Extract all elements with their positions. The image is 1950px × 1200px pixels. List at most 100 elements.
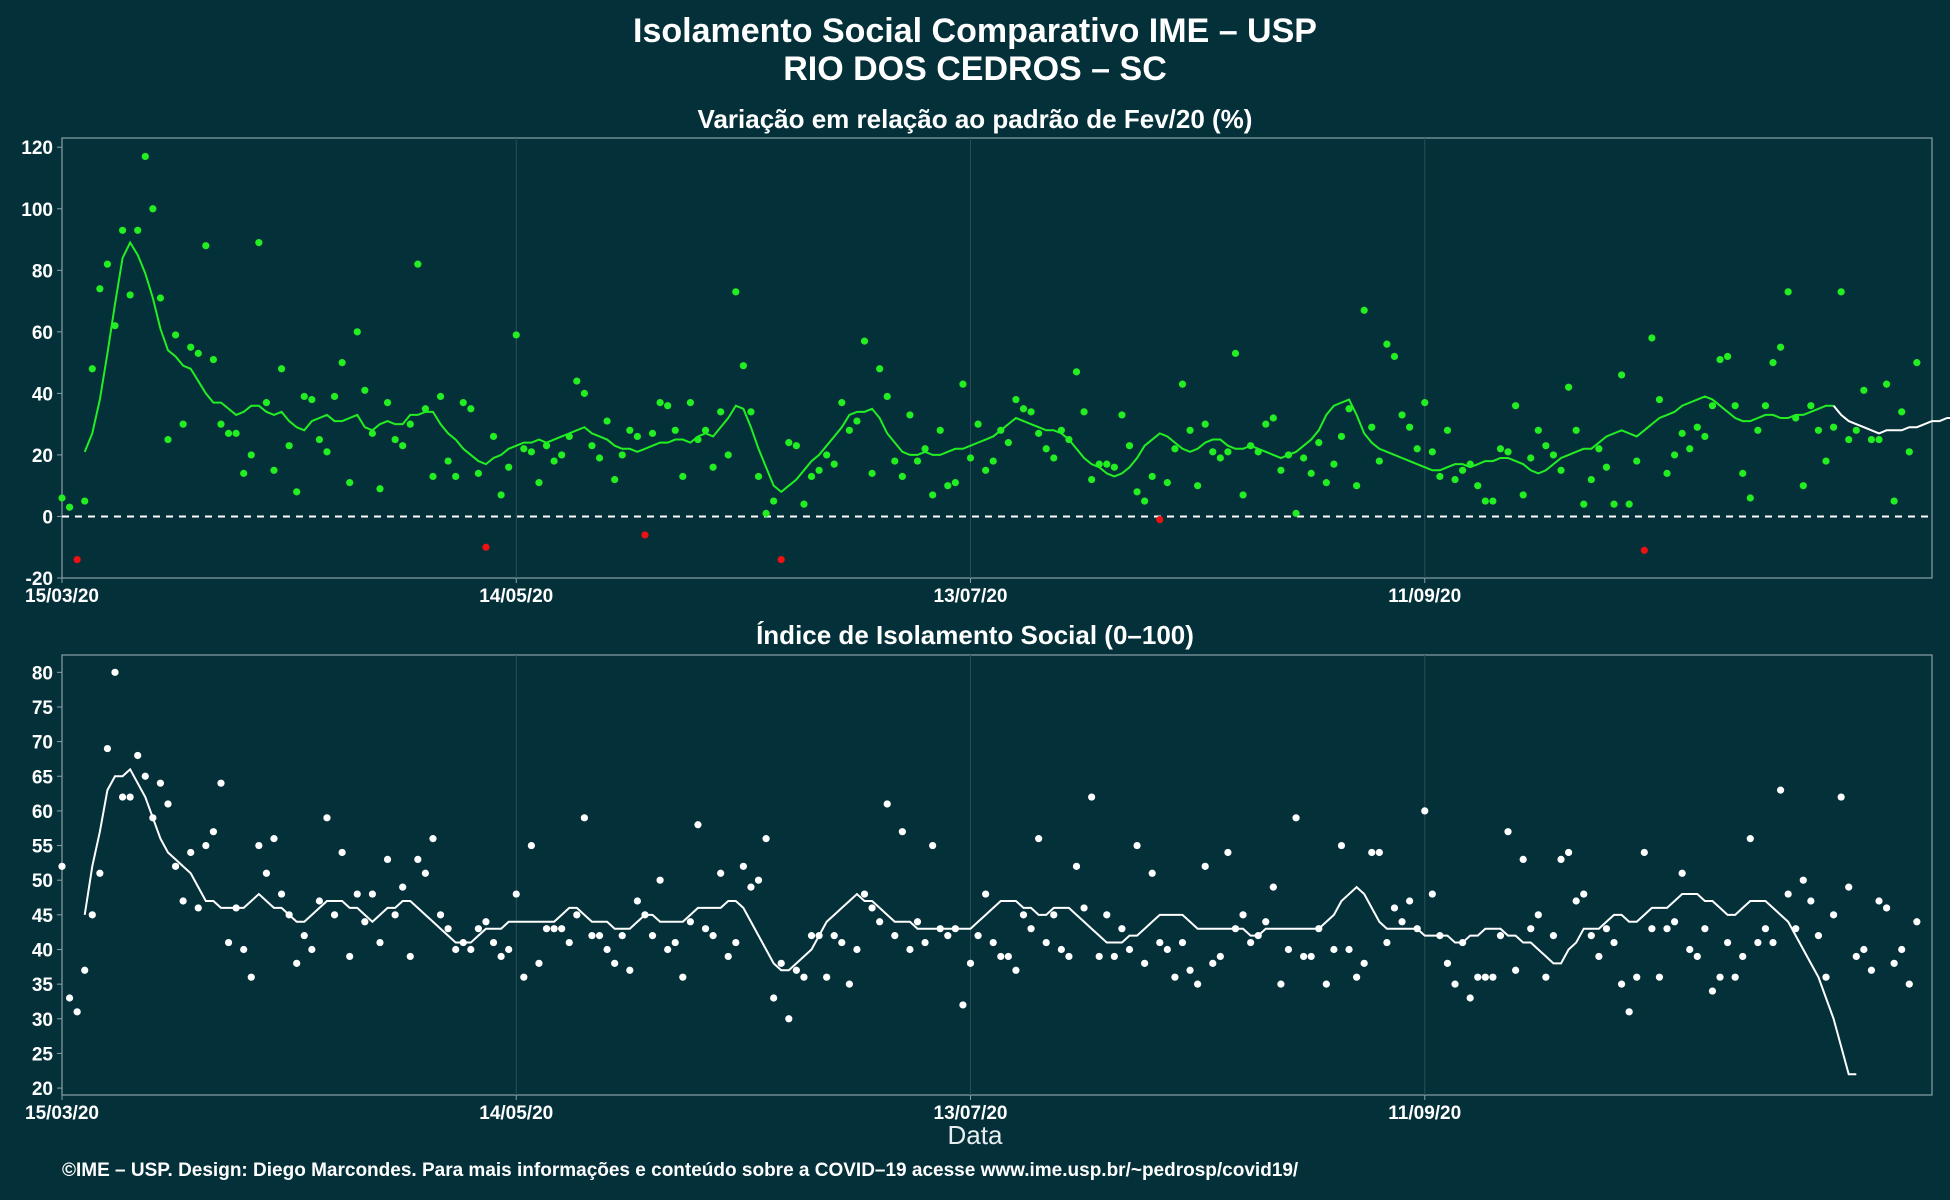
data-point	[1882, 904, 1891, 912]
data-point	[997, 952, 1005, 961]
data-point	[1436, 472, 1444, 481]
data-point	[1178, 380, 1187, 388]
data-point	[1118, 411, 1126, 419]
data-point	[1686, 445, 1694, 453]
data-point	[1769, 938, 1777, 947]
data-point	[1860, 945, 1868, 954]
data-point	[209, 828, 218, 836]
data-point	[717, 869, 725, 877]
data-point	[1905, 980, 1913, 988]
y-tick-label: 75	[32, 698, 54, 719]
data-point	[1027, 925, 1035, 933]
data-point	[1792, 925, 1800, 933]
data-point	[1807, 897, 1815, 905]
data-point	[542, 925, 551, 933]
data-point	[1633, 973, 1641, 981]
data-point	[679, 973, 687, 981]
data-point	[641, 911, 649, 919]
data-point	[1080, 904, 1088, 912]
data-point	[542, 442, 551, 450]
data-point	[361, 386, 369, 394]
data-point	[421, 869, 430, 877]
data-point	[1913, 918, 1921, 926]
data-point	[1421, 807, 1429, 815]
data-point	[1118, 925, 1126, 933]
data-point	[724, 451, 732, 459]
data-point	[1065, 435, 1073, 444]
data-point	[520, 973, 528, 981]
data-point	[474, 469, 482, 477]
data-point	[1004, 439, 1012, 447]
data-point	[111, 322, 119, 330]
data-point	[709, 463, 717, 471]
data-point	[497, 952, 505, 961]
data-point	[1292, 509, 1300, 517]
data-point	[1398, 411, 1406, 419]
data-point	[383, 855, 392, 864]
data-point	[1769, 359, 1777, 367]
data-point	[527, 448, 535, 456]
x-tick-label: 13/07/20	[934, 586, 1008, 607]
data-point	[353, 328, 361, 336]
data-point	[1845, 435, 1853, 444]
data-point	[315, 435, 324, 444]
data-point	[1353, 482, 1361, 490]
data-point	[270, 835, 278, 843]
data-point	[232, 429, 240, 437]
data-point	[1837, 793, 1845, 801]
y-tick-label: 100	[21, 200, 53, 221]
data-point	[898, 472, 906, 481]
data-point	[346, 479, 354, 487]
data-point	[1436, 932, 1444, 940]
data-point	[656, 876, 664, 884]
data-point	[1088, 475, 1096, 484]
data-point	[785, 439, 793, 447]
data-point	[648, 429, 657, 437]
data-point	[1095, 460, 1103, 468]
data-point	[792, 442, 800, 450]
data-point	[823, 451, 831, 459]
data-point	[580, 814, 588, 822]
data-point	[1027, 408, 1035, 416]
data-point	[1224, 448, 1232, 456]
data-point	[876, 918, 884, 926]
y-tick-label: 55	[32, 837, 54, 858]
x-tick-label: 11/09/20	[1388, 586, 1461, 607]
data-point	[565, 432, 573, 441]
chart-title-line2: RIO DOS CEDROS – SC	[783, 50, 1167, 88]
data-point	[141, 772, 149, 780]
data-point	[81, 966, 89, 974]
data-point	[762, 509, 770, 517]
data-point	[1693, 952, 1701, 961]
data-point	[293, 959, 301, 967]
data-point	[989, 938, 997, 947]
data-point	[194, 349, 202, 357]
data-point	[1572, 897, 1580, 905]
data-point	[671, 426, 679, 434]
data-point	[1746, 494, 1754, 502]
y-tick-label: 80	[32, 261, 53, 282]
data-point	[1890, 959, 1898, 967]
data-point	[1527, 925, 1535, 933]
data-point	[868, 904, 876, 912]
data-point	[1814, 932, 1823, 940]
data-point	[868, 469, 876, 477]
data-point	[520, 445, 528, 453]
data-point	[800, 973, 808, 981]
data-point	[1898, 408, 1906, 416]
data-point	[626, 966, 634, 974]
data-point	[1088, 793, 1096, 801]
data-point	[1262, 918, 1270, 926]
data-point	[1057, 426, 1065, 434]
data-point	[1519, 491, 1527, 499]
y-tick-label: 120	[21, 138, 53, 159]
data-point	[1133, 488, 1141, 496]
data-point	[951, 925, 959, 933]
data-point	[906, 945, 914, 954]
data-point	[974, 420, 982, 428]
data-point	[452, 945, 460, 954]
y-tick-label: 20	[32, 1079, 53, 1100]
data-point	[898, 828, 906, 836]
data-point	[1587, 932, 1595, 940]
data-point	[1580, 890, 1588, 898]
